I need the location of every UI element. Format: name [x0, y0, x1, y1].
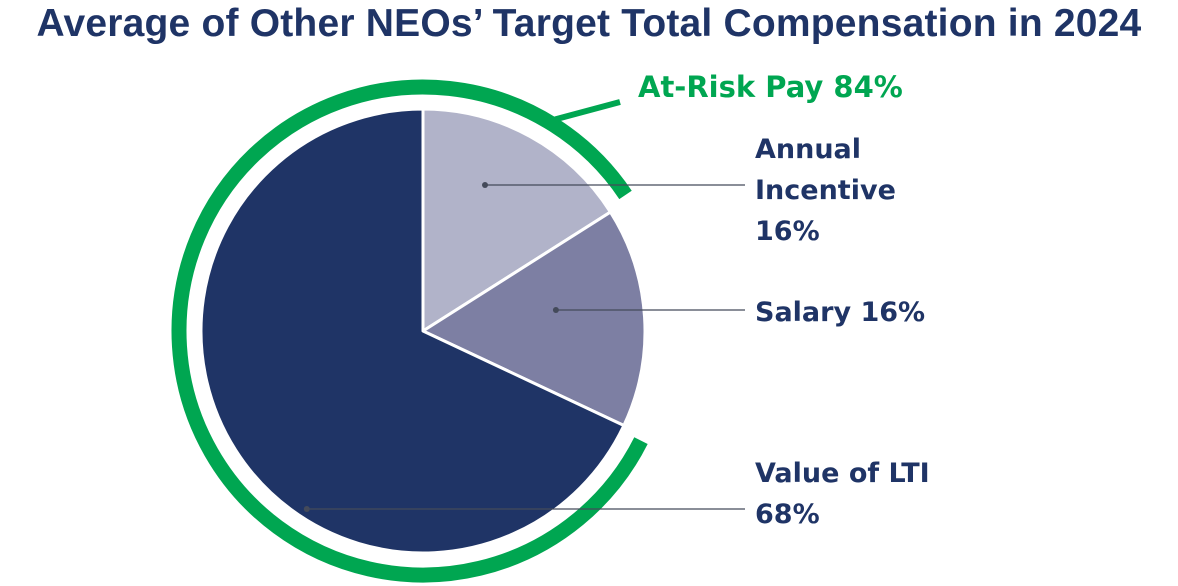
slice-label-line: Salary 16%	[755, 297, 925, 328]
at-risk-arc-connector	[554, 99, 621, 123]
slice-label-annual-incentive: Annual Incentive 16%	[755, 134, 896, 247]
at-risk-arc	[171, 79, 648, 583]
pie-slice-annual-incentive	[421, 107, 612, 333]
slice-label-line: 16%	[755, 216, 820, 247]
slice-label-salary: Salary 16%	[755, 297, 925, 328]
chart-title: Average of Other NEOs’ Target Total Comp…	[36, 2, 1142, 45]
slice-labels: Annual Incentive 16% Salary 16% Value of LTI…	[755, 134, 930, 530]
pie-slices	[199, 107, 647, 555]
slice-label-line: Annual	[755, 134, 861, 165]
pie-slice-salary	[421, 210, 647, 428]
at-risk-arc-group: At-Risk Pay 84%	[171, 70, 903, 583]
pie-slice-value-of-lti	[199, 107, 626, 555]
slice-label-line: Incentive	[755, 175, 896, 206]
slice-label-value-of-lti: Value of LTI 68%	[755, 458, 930, 530]
leader-lines	[303, 182, 745, 512]
at-risk-label: At-Risk Pay 84%	[638, 70, 903, 104]
slice-label-line: Value of LTI	[755, 458, 930, 489]
slice-label-line: 68%	[755, 499, 820, 530]
